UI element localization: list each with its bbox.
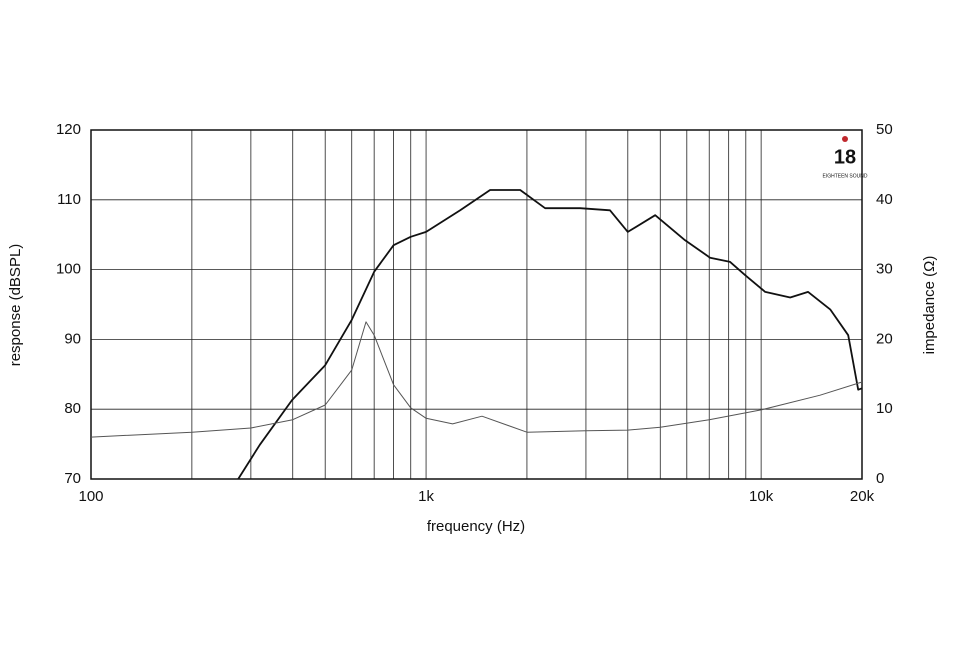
y-tick-label: 100 [56,261,81,278]
x-tick-label: 1k [418,488,434,505]
y-tick-label: 120 [56,121,81,138]
series-line [237,189,863,480]
plot-frame [90,129,863,480]
y-tick-label: 80 [64,400,81,417]
x-tick-label: 100 [78,488,103,505]
y2-tick-label: 40 [876,191,893,208]
y-axis-title: response (dBSPL) [7,244,24,367]
y2-tick-label: 0 [876,470,884,487]
y2-tick-label: 30 [876,261,893,278]
y2-tick-label: 10 [876,400,893,417]
y-tick-label: 90 [64,330,81,347]
y2-axis-title: impedance (Ω) [921,256,938,355]
x-tick-label: 10k [749,488,774,505]
y-tick-label: 110 [57,191,81,208]
logo-dot [842,136,848,142]
logo-text: EIGHTEEN SOUND [822,173,867,179]
logo-number: 18 [834,146,856,168]
y2-tick-label: 20 [876,330,893,347]
y-tick-label: 70 [64,470,81,487]
logo: 18 EIGHTEEN SOUND [822,136,868,179]
series-line [90,321,863,438]
x-axis-title: frequency (Hz) [427,518,525,535]
x-tick-label: 20k [850,488,875,505]
y2-tick-label: 50 [876,121,893,138]
